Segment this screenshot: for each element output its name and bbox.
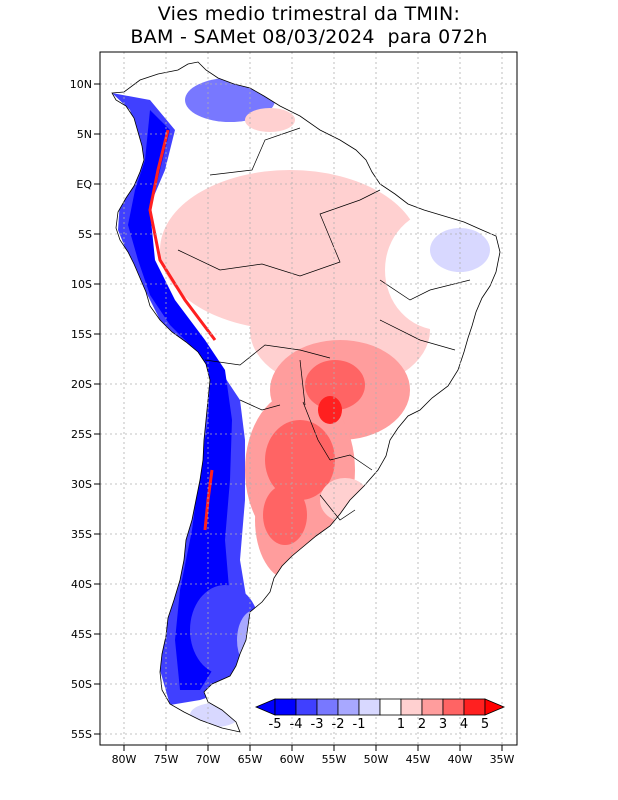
lat-label: 30S: [71, 478, 92, 491]
colorbar-label: -2: [332, 717, 345, 732]
lat-axis: 10N 5N EQ 5S 10S 15S 20S 25S 30S 35S 40S…: [70, 78, 100, 741]
colorbar-label: 3: [439, 717, 447, 732]
colorbar-over-arrow: [484, 698, 506, 716]
colorbar-label: 4: [460, 717, 468, 732]
colorbar-box: [421, 698, 444, 716]
lon-label: 75W: [154, 753, 179, 766]
lat-label: 50S: [71, 678, 92, 691]
lat-label: 45S: [71, 628, 92, 641]
lon-label: 60W: [280, 753, 305, 766]
lon-label: 50W: [364, 753, 389, 766]
colorbar-box: [295, 698, 318, 716]
lat-label: 10S: [71, 278, 92, 291]
lon-label: 65W: [238, 753, 263, 766]
colorbar-box: [337, 698, 360, 716]
colorbar-label: 2: [418, 717, 426, 732]
colorbar-label: -4: [290, 717, 303, 732]
title-line-2: BAM - SAMet 08/03/2024 para 072h: [130, 26, 488, 48]
lat-label: 5N: [77, 128, 92, 141]
colorbar-box: [274, 698, 297, 716]
colorbar: -5 -4 -3 -2 -1 1 2 3 4 5: [254, 698, 506, 732]
colorbar-label: -5: [269, 717, 282, 732]
lat-label: 5S: [78, 228, 92, 241]
colorbar-box: [400, 698, 423, 716]
colorbar-label: 1: [397, 717, 405, 732]
lon-label: 45W: [406, 753, 431, 766]
lat-label: EQ: [76, 178, 92, 191]
lat-label: 25S: [71, 428, 92, 441]
colorbar-box: [442, 698, 465, 716]
lon-axis: 80W 75W 70W 65W 60W 55W 50W 45W 40W 35W: [112, 745, 515, 766]
lon-label: 55W: [322, 753, 347, 766]
lat-label: 20S: [71, 378, 92, 391]
colorbar-label: -3: [311, 717, 324, 732]
lat-label: 15S: [71, 328, 92, 341]
graticule: [100, 52, 517, 745]
lon-label: 70W: [196, 753, 221, 766]
lat-label: 40S: [71, 578, 92, 591]
title-line-1: Vies medio trimestral da TMIN:: [157, 3, 461, 25]
lon-label: 80W: [112, 753, 137, 766]
colorbar-box: [379, 698, 402, 716]
bias-region-paraguay: [305, 360, 365, 410]
colorbar-box: [358, 698, 381, 716]
colorbar-label: -1: [353, 717, 366, 732]
map-frame: [99, 51, 518, 746]
lat-label: 35S: [71, 528, 92, 541]
lat-label: 10N: [70, 78, 92, 91]
colorbar-box: [316, 698, 339, 716]
country-borders: [177, 127, 471, 521]
lon-label: 35W: [490, 753, 515, 766]
chart-title: Vies medio trimestral da TMIN: BAM - SAM…: [0, 3, 618, 49]
lat-label: 55S: [71, 728, 92, 741]
colorbar-label: 5: [481, 717, 489, 732]
colorbar-box: [463, 698, 486, 716]
lon-label: 40W: [448, 753, 473, 766]
